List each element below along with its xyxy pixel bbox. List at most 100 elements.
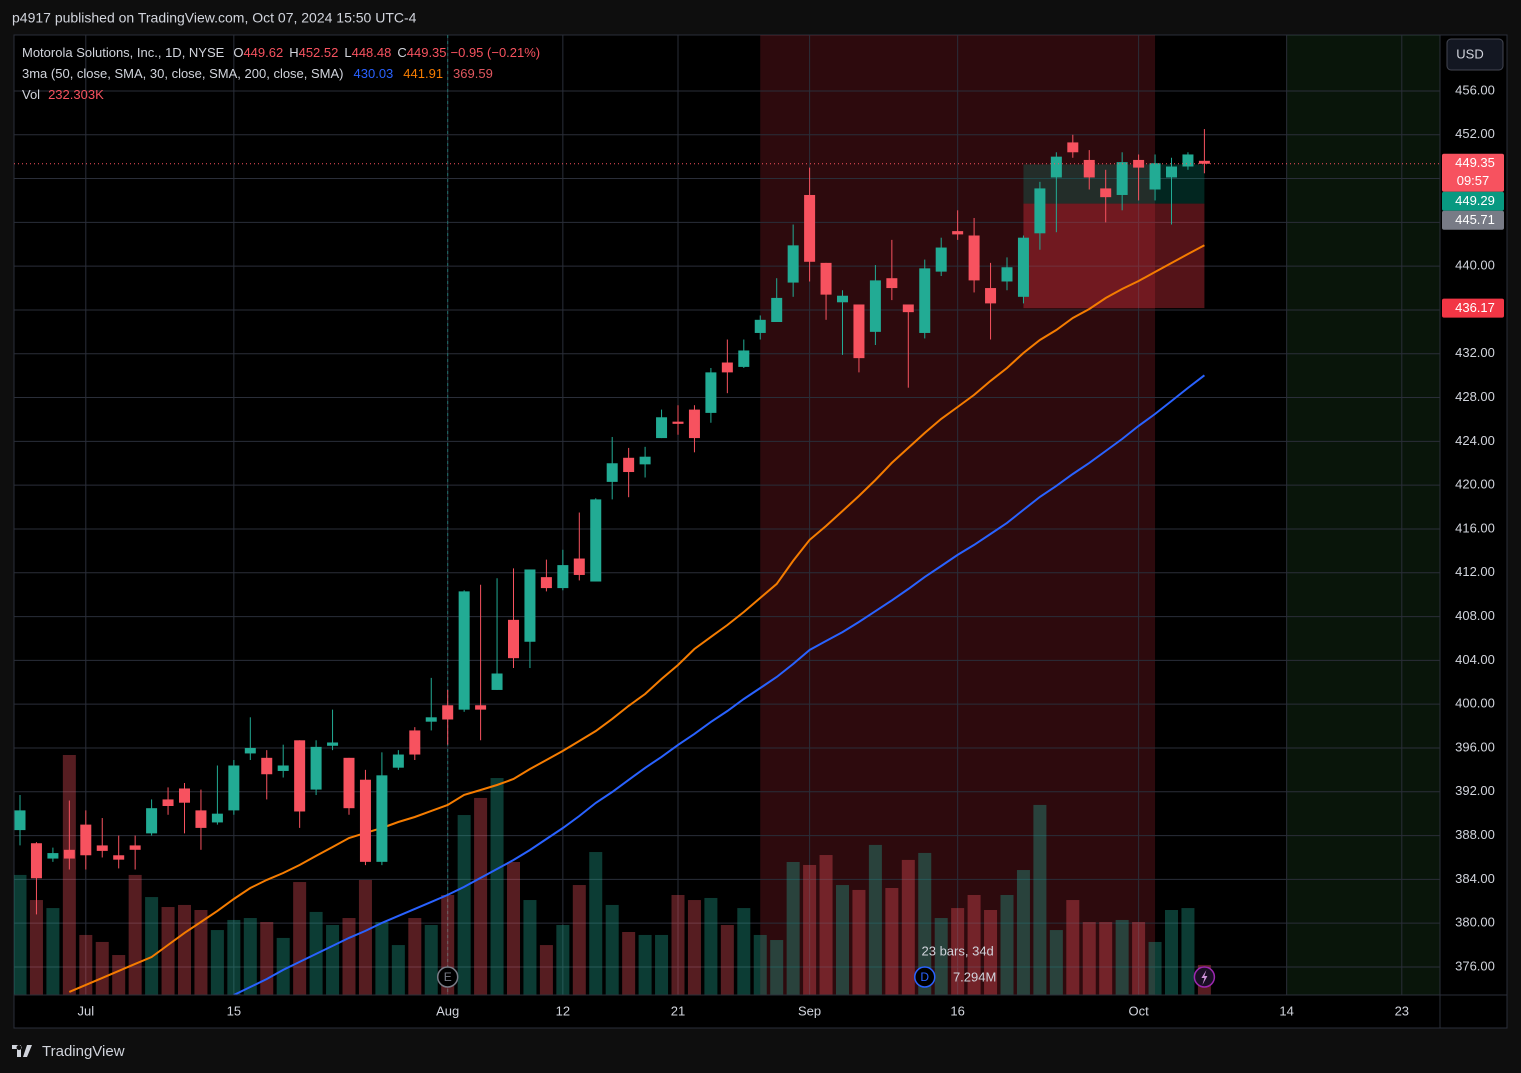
y-tick-label: 452.00 xyxy=(1455,126,1495,141)
legend-line: Vol 232.303K xyxy=(22,87,104,102)
volume-bar xyxy=(836,885,849,995)
event-label: D xyxy=(920,970,929,984)
volume-bar xyxy=(655,934,669,995)
candle-body xyxy=(1083,159,1095,178)
x-tick-label: 23 xyxy=(1395,1003,1409,1018)
x-tick-label: 14 xyxy=(1279,1003,1293,1018)
ohlc-key: L xyxy=(344,45,351,60)
candle-body xyxy=(968,235,980,281)
candle-body xyxy=(146,808,158,834)
candle-body xyxy=(1166,166,1177,178)
candle-body xyxy=(359,779,371,862)
price-label-bg xyxy=(1442,298,1504,318)
candle-body xyxy=(738,350,750,367)
candle-body xyxy=(376,775,388,862)
x-tick-label: 16 xyxy=(950,1003,964,1018)
volume-bar xyxy=(79,934,93,995)
candle-body xyxy=(310,746,322,790)
ohlc-value: 449.35 xyxy=(407,45,447,60)
ohlc-key: H xyxy=(289,45,298,60)
volume-bar xyxy=(375,922,389,995)
price-label: 445.71 xyxy=(1455,212,1495,227)
volume-bar xyxy=(490,778,504,995)
candle-body xyxy=(705,372,717,413)
volume-bar xyxy=(1000,894,1014,995)
legend-line: Motorola Solutions, Inc., 1D, NYSE O449.6… xyxy=(22,45,540,60)
volume-bar xyxy=(227,919,241,995)
volume-bar xyxy=(276,937,290,995)
position-stop-zone xyxy=(1023,203,1205,309)
x-tick-label: Aug xyxy=(436,1003,459,1018)
candle-body xyxy=(458,591,470,710)
currency-button xyxy=(1446,38,1504,71)
candle-body xyxy=(688,409,700,439)
y-tick-label: 380.00 xyxy=(1455,915,1495,930)
date-range-volume: 7.294M xyxy=(953,969,996,984)
ohlc-value: 448.48 xyxy=(352,45,392,60)
volume-bar xyxy=(507,861,520,995)
y-tick-label: 432.00 xyxy=(1455,345,1495,360)
candle-body xyxy=(195,810,207,828)
candle-body xyxy=(327,742,339,746)
logo-icon xyxy=(12,1045,32,1057)
y-tick-label: 388.00 xyxy=(1455,827,1495,842)
price-label-bg xyxy=(1442,191,1504,211)
candle-body xyxy=(409,730,421,755)
volume-bar xyxy=(984,909,998,995)
volume-bar xyxy=(326,925,340,995)
legend-line: 3ma (50, close, SMA, 30, close, SMA, 200… xyxy=(22,66,493,81)
volume-bar xyxy=(391,945,405,995)
volume-bar xyxy=(1016,870,1030,995)
volume-bar xyxy=(1099,922,1113,995)
y-tick-label: 404.00 xyxy=(1455,652,1495,667)
volume-bar xyxy=(638,934,652,995)
candle-body xyxy=(1050,156,1062,178)
candle-body xyxy=(606,463,618,482)
candle-body xyxy=(820,262,832,295)
candle-body xyxy=(261,757,273,775)
candle-body xyxy=(787,245,799,283)
volume-bar xyxy=(29,900,43,995)
candle-body xyxy=(96,845,108,851)
volume-bar xyxy=(46,908,60,995)
candle-body xyxy=(491,673,503,690)
candle-body xyxy=(1017,237,1029,297)
candle-body xyxy=(244,747,256,754)
candle-body xyxy=(771,297,783,323)
indicator-name: 3ma (50, close, SMA, 30, close, SMA, 200… xyxy=(22,66,344,81)
ma-line xyxy=(68,244,1205,993)
volume-bar xyxy=(243,918,257,995)
candle-body xyxy=(442,705,454,720)
volume-bar xyxy=(178,904,191,995)
x-tick-label: Jul xyxy=(77,1003,94,1018)
volume-bar xyxy=(424,925,438,995)
candle-body xyxy=(63,849,75,859)
volume-bar xyxy=(128,874,142,995)
brand: TradingView xyxy=(42,1043,125,1060)
volume-bar xyxy=(1132,922,1146,995)
price-label: 436.17 xyxy=(1455,300,1495,315)
volume-bar xyxy=(474,797,488,995)
candle-body xyxy=(1067,142,1079,153)
candle-body xyxy=(508,619,519,659)
position-target-zone xyxy=(1023,164,1205,204)
volume-bar xyxy=(885,888,899,995)
candle-body xyxy=(277,765,289,771)
price-label: 449.29 xyxy=(1455,193,1495,208)
volume-bar xyxy=(62,755,76,995)
volume-value: 232.303K xyxy=(48,87,104,102)
candle-body xyxy=(590,499,602,582)
event-marker xyxy=(436,966,459,988)
candle-body xyxy=(935,247,947,272)
volume-bar xyxy=(1033,804,1047,995)
volume-bar xyxy=(210,930,224,995)
ohlc-value: 449.62 xyxy=(243,45,283,60)
candle-body xyxy=(1001,267,1013,282)
y-tick-label: 392.00 xyxy=(1455,783,1495,798)
candle-body xyxy=(804,194,816,262)
volume-bar xyxy=(408,918,422,995)
event-label: E xyxy=(444,970,452,984)
volume-bar xyxy=(720,925,734,995)
